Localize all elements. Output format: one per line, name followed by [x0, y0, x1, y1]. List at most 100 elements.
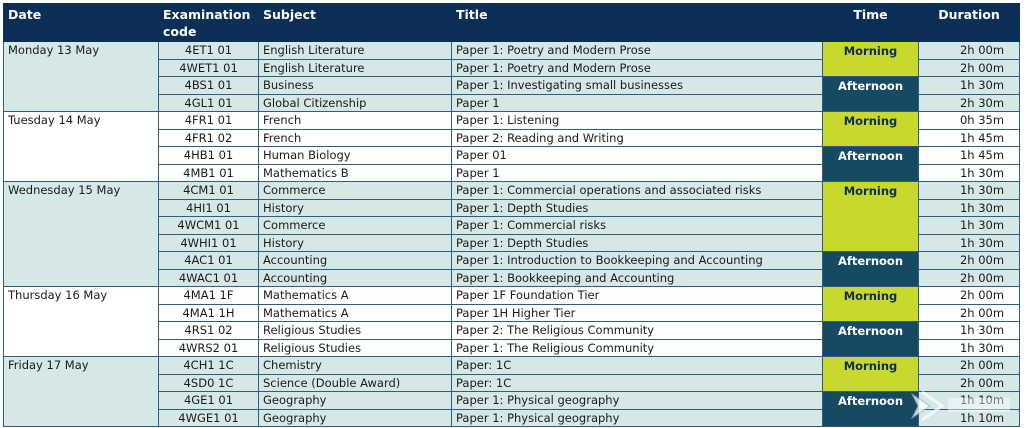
table-row: Tuesday 14 May 4FR1 01 French Paper 1: List…	[3, 111, 1020, 182]
duration-cell: 2h 00m	[918, 303, 1020, 322]
duration-cell: 1h 45m	[918, 146, 1020, 165]
title-cell: Paper 1: Physical geography	[451, 391, 823, 410]
exam-code-cell: 4ET1 01	[158, 41, 259, 60]
header-time: Time	[822, 3, 919, 42]
subject-cell: Commerce	[258, 216, 452, 235]
afternoon-session-badge: Afternoon	[822, 391, 919, 427]
table-row: 4FR1 02 French Paper 2: Reading and Writin…	[4, 128, 1020, 147]
duration-cell: 0h 35m	[918, 111, 1020, 130]
duration-cell: 2h 00m	[918, 251, 1020, 270]
title-cell: Paper 1: Commercial risks	[451, 216, 823, 235]
table-row: Wednesday 15 May 4CM1 01 Commerce Paper 1: …	[3, 181, 1020, 287]
table-row: 4AC1 01 Accounting Paper 1: Introduction t…	[4, 251, 1020, 287]
subject-cell: Business	[258, 76, 452, 95]
table-row: 4SD0 1C Science (Double Award) Paper: 1C 2h…	[4, 373, 1020, 392]
subject-cell: Mathematics B	[258, 163, 452, 182]
morning-session-badge: Morning	[822, 41, 919, 77]
duration-cell: 2h 00m	[918, 268, 1020, 287]
duration-cell: 2h 30m	[918, 93, 1020, 112]
exam-code-cell: 4GE1 01	[158, 391, 259, 410]
exam-code-cell: 4FR1 02	[158, 128, 259, 147]
exam-code-cell: 4MB1 01	[158, 163, 259, 182]
table-row: Friday 17 May 4CH1 1C Chemistry Paper: 1C Mo…	[3, 356, 1020, 427]
date-cell: Monday 13 May	[3, 41, 159, 112]
exam-code-cell: 4BS1 01	[158, 76, 259, 95]
exam-code-cell: 4WAC1 01	[158, 268, 259, 287]
table-row: 4BS1 01 Business Paper 1: Investigating sm…	[4, 76, 1020, 112]
duration-cell: 2h 00m	[918, 58, 1020, 77]
exam-code-cell: 4WRS2 01	[158, 338, 259, 357]
duration-cell: 1h 30m	[918, 233, 1020, 252]
subject-cell: Commerce	[258, 181, 452, 200]
title-cell: Paper 1: Bookkeeping and Accounting	[451, 268, 823, 287]
table-row: 4HI1 01 History Paper 1: Depth Studies 1h 3…	[4, 198, 1020, 217]
title-cell: Paper 01	[451, 146, 823, 165]
table-row: 4GE1 01 Geography Paper 1: Physical geogra…	[4, 391, 1020, 427]
exam-code-cell: 4CH1 1C	[158, 356, 259, 375]
subject-cell: History	[258, 198, 452, 217]
title-cell: Paper 1: Investigating small businesses	[451, 76, 823, 95]
duration-cell: 1h 30m	[918, 198, 1020, 217]
table-row: Thursday 16 May 4MA1 1F Mathematics A Paper…	[3, 286, 1020, 357]
afternoon-session-badge: Afternoon	[822, 146, 919, 182]
title-cell: Paper 1: Poetry and Modern Prose	[451, 41, 823, 60]
title-cell: Paper 1: Depth Studies	[451, 198, 823, 217]
exam-code-cell: 4CM1 01	[158, 181, 259, 200]
morning-session-badge: Morning	[822, 181, 919, 252]
duration-cell: 1h 30m	[918, 338, 1020, 357]
subject-cell: English Literature	[258, 58, 452, 77]
duration-cell: 1h 45m	[918, 128, 1020, 147]
table-row: 4RS1 02 Religious Studies Paper 2: The Rel…	[4, 321, 1020, 357]
title-cell: Paper: 1C	[451, 356, 823, 375]
exam-code-cell: 4SD0 1C	[158, 373, 259, 392]
afternoon-session-badge: Afternoon	[822, 76, 919, 112]
exam-code-cell: 4WET1 01	[158, 58, 259, 77]
duration-cell: 2h 00m	[918, 286, 1020, 305]
morning-session-badge: Morning	[822, 356, 919, 392]
exam-code-cell: 4FR1 01	[158, 111, 259, 130]
subject-cell: Mathematics A	[258, 286, 452, 305]
duration-cell: 1h 10m	[918, 408, 1020, 427]
date-cell: Thursday 16 May	[3, 286, 159, 357]
subject-cell: Mathematics A	[258, 303, 452, 322]
table-row: Monday 13 May 4ET1 01 English Literature Pa…	[3, 41, 1020, 112]
title-cell: Paper 1	[451, 93, 823, 112]
table-row: 4WHI1 01 History Paper 1: Depth Studies 1h …	[4, 233, 1020, 252]
title-cell: Paper 1: Listening	[451, 111, 823, 130]
duration-cell: 2h 00m	[918, 356, 1020, 375]
table-row: 4MA1 1H Mathematics A Paper 1H Higher Tier…	[4, 303, 1020, 322]
exam-code-cell: 4WGE1 01	[158, 408, 259, 427]
duration-cell: 1h 30m	[918, 181, 1020, 200]
header-subject: Subject	[258, 3, 452, 42]
duration-cell: 1h 30m	[918, 163, 1020, 182]
exam-code-cell: 4WHI1 01	[158, 233, 259, 252]
subject-cell: French	[258, 128, 452, 147]
subject-cell: Geography	[258, 408, 452, 427]
afternoon-session-badge: Afternoon	[822, 321, 919, 357]
subject-cell: Religious Studies	[258, 338, 452, 357]
subject-cell: Global Citizenship	[258, 93, 452, 112]
exam-code-cell: 4WCM1 01	[158, 216, 259, 235]
exam-code-cell: 4MA1 1H	[158, 303, 259, 322]
title-cell: Paper 1: Poetry and Modern Prose	[451, 58, 823, 77]
subject-cell: Accounting	[258, 251, 452, 270]
date-cell: Wednesday 15 May	[3, 181, 159, 287]
header-title: Title	[451, 3, 823, 42]
header-row: Date Examination code Subject Title Time…	[3, 3, 1020, 42]
table-row: 4WCM1 01 Commerce Paper 1: Commercial risk…	[4, 216, 1020, 235]
timetable-body: Monday 13 May 4ET1 01 English Literature Pa…	[3, 41, 1020, 427]
duration-cell: 1h 30m	[918, 321, 1020, 340]
subject-cell: Human Biology	[258, 146, 452, 165]
duration-cell: 2h 00m	[918, 41, 1020, 60]
exam-code-cell: 4HI1 01	[158, 198, 259, 217]
subject-cell: History	[258, 233, 452, 252]
title-cell: Paper 1: Physical geography	[451, 408, 823, 427]
exam-code-cell: 4AC1 01	[158, 251, 259, 270]
duration-cell: 1h 30m	[918, 76, 1020, 95]
title-cell: Paper 1: The Religious Community	[451, 338, 823, 357]
exam-code-cell: 4RS1 02	[158, 321, 259, 340]
table-row: 4WGE1 01 Geography Paper 1: Physical geogr…	[4, 408, 1020, 427]
exam-timetable: Date Examination code Subject Title Time…	[3, 3, 1020, 427]
table-row: 4MB1 01 Mathematics B Paper 1 1h 30m	[4, 163, 1020, 182]
table-row: 4WET1 01 English Literature Paper 1: Poetr…	[4, 58, 1020, 77]
